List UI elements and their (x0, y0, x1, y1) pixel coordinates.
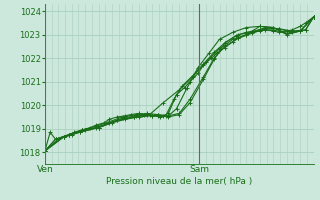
X-axis label: Pression niveau de la mer( hPa ): Pression niveau de la mer( hPa ) (106, 177, 252, 186)
